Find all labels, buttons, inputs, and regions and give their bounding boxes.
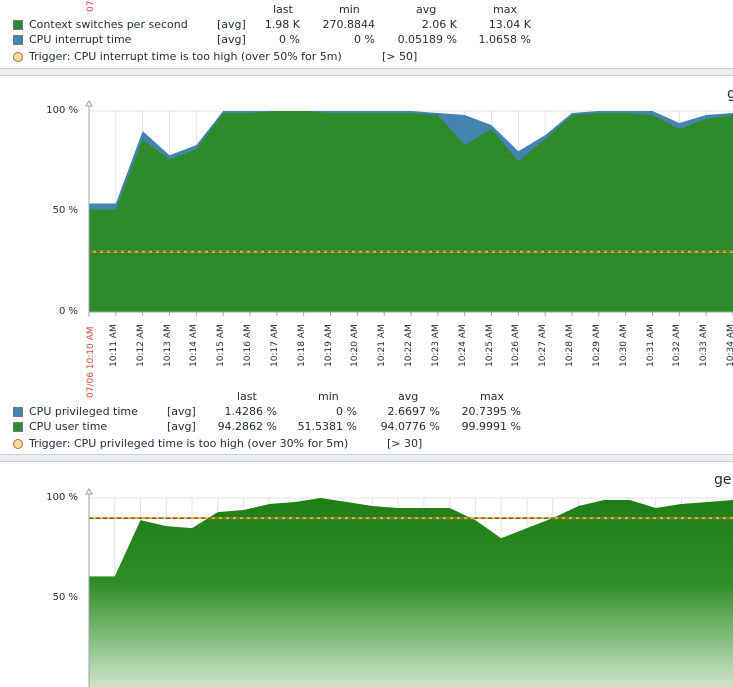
col-header-min: min bbox=[339, 3, 360, 16]
legend-item-max: 20.7395 % bbox=[461, 405, 521, 418]
col-header-last: last bbox=[237, 390, 257, 403]
legend-item-name: CPU privileged time bbox=[29, 405, 138, 418]
x-tick-label: 10:28 AM bbox=[565, 324, 575, 367]
graph-title-fragment: ge bbox=[714, 472, 732, 488]
legend-item-avg: 0.05189 % bbox=[397, 33, 457, 46]
x-tick-label: 10:13 AM bbox=[162, 324, 173, 367]
area-cpu-user-time bbox=[89, 111, 733, 312]
legend-item-min: 0 % bbox=[354, 33, 375, 46]
x-tick-label: 10:20 AM bbox=[350, 324, 361, 367]
legend-item-func: [avg] bbox=[217, 33, 246, 46]
x-tick-label: 10:17 AM bbox=[269, 324, 280, 367]
trigger-text: Trigger: CPU interrupt time is too high … bbox=[29, 50, 342, 63]
y-tick-label: 50 % bbox=[52, 205, 78, 216]
y-tick-label: 0 % bbox=[58, 306, 78, 317]
legend-item-last: 94.2862 % bbox=[217, 420, 277, 433]
legend-item-min: 51.5381 % bbox=[297, 420, 357, 433]
x-tick-label: 10:29 AM bbox=[591, 324, 602, 367]
x-tick-label: 10:18 AM bbox=[296, 324, 307, 367]
legend-item-name: CPU user time bbox=[29, 420, 108, 433]
x-tick-label: 10:11 AM bbox=[108, 324, 119, 367]
x-tick-label: 10:34 AM bbox=[726, 324, 733, 367]
legend-item-min: 270.8844 bbox=[322, 18, 376, 31]
trigger-icon bbox=[13, 439, 23, 449]
legend-swatch-green bbox=[13, 20, 23, 30]
x-tick-label: 10:15 AM bbox=[216, 324, 227, 367]
col-header-min: min bbox=[318, 390, 339, 403]
x-tick-label: 10:27 AM bbox=[538, 324, 549, 367]
legend-item-name: Context switches per second bbox=[29, 18, 188, 31]
x-tick-label: 10:12 AM bbox=[135, 324, 146, 367]
legend-item-avg: 2.6697 % bbox=[387, 405, 440, 418]
legend-item-func: [avg] bbox=[217, 18, 246, 31]
trigger-icon bbox=[13, 52, 23, 62]
trigger-value: [> 30] bbox=[387, 437, 423, 450]
trigger-text: Trigger: CPU privileged time is too high… bbox=[29, 437, 349, 450]
col-header-max: max bbox=[493, 3, 517, 16]
y-axis-arrow bbox=[85, 488, 93, 495]
legend-item-name: CPU interrupt time bbox=[29, 33, 132, 46]
x-tick-label: 10:14 AM bbox=[189, 324, 200, 367]
x-tick-label: 10:16 AM bbox=[243, 324, 253, 367]
x-tick-label: 10:23 AM bbox=[430, 324, 441, 367]
legend-item-func: [avg] bbox=[167, 420, 196, 433]
legend-item-max: 99.9991 % bbox=[461, 420, 521, 433]
legend-item-last: 1.98 K bbox=[264, 18, 300, 31]
legend-item-last: 1.4286 % bbox=[224, 405, 277, 418]
graph-title-fragment: g bbox=[727, 86, 733, 102]
y-tick-label: 100 % bbox=[46, 492, 78, 503]
x-tick-label: 10:19 AM bbox=[323, 324, 334, 367]
panel-separator bbox=[0, 68, 733, 76]
x-tick-label: 10:22 AM bbox=[404, 324, 414, 367]
x-tick-label: 10:33 AM bbox=[699, 324, 710, 367]
x-tick-label: 10:31 AM bbox=[645, 324, 656, 367]
legend-swatch-blue bbox=[13, 407, 23, 417]
legend-item-max: 13.04 K bbox=[488, 18, 531, 31]
y-tick-label: 50 % bbox=[52, 592, 78, 603]
x-tick-label: 10:24 AM bbox=[457, 324, 468, 367]
cpu-chart-2 bbox=[85, 488, 733, 687]
legend-item-max: 1.0658 % bbox=[478, 33, 531, 46]
legend-item-min: 0 % bbox=[336, 405, 357, 418]
legend-swatch-green bbox=[13, 422, 23, 432]
y-axis-arrow bbox=[85, 100, 93, 107]
x-tick-label: 10:32 AM bbox=[672, 324, 683, 367]
col-header-avg: avg bbox=[398, 390, 419, 403]
col-header-max: max bbox=[480, 390, 504, 403]
legend-item-last: 0 % bbox=[279, 33, 300, 46]
area-cpu-user-time bbox=[89, 498, 733, 687]
trigger-value: [> 50] bbox=[382, 50, 418, 63]
col-header-avg: avg bbox=[416, 3, 437, 16]
legend-item-avg: 94.0776 % bbox=[380, 420, 440, 433]
x-start-label: 07/06 10:10 AM bbox=[86, 326, 96, 398]
legend-item-avg: 2.06 K bbox=[421, 18, 457, 31]
x-tick-label: 10:21 AM bbox=[377, 324, 388, 367]
x-tick-label: 10:25 AM bbox=[484, 324, 495, 367]
panel-separator bbox=[0, 454, 733, 462]
x-tick-label: 10:30 AM bbox=[618, 324, 629, 367]
legend-swatch-blue bbox=[13, 35, 23, 45]
y-tick-label: 100 % bbox=[46, 105, 78, 116]
x-tick-label: 10:26 AM bbox=[511, 324, 522, 367]
legend-item-func: [avg] bbox=[167, 405, 196, 418]
col-header-last: last bbox=[273, 3, 293, 16]
cpu-chart bbox=[85, 100, 733, 317]
